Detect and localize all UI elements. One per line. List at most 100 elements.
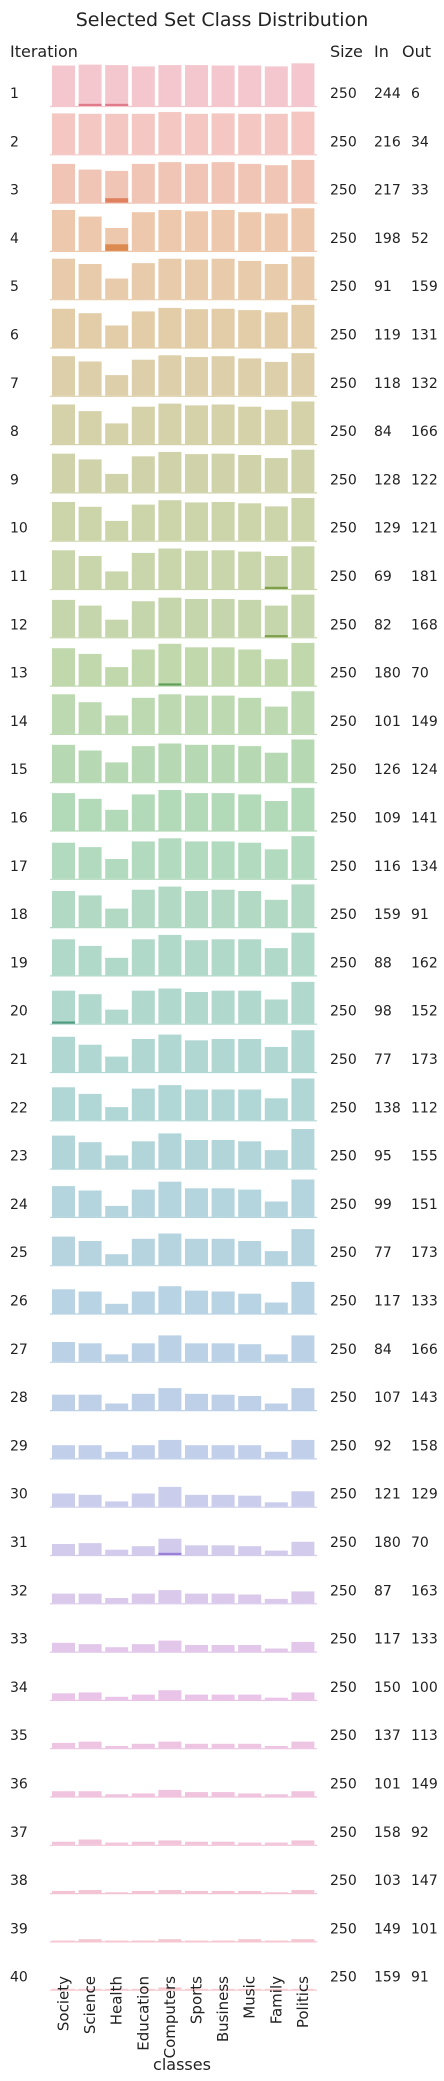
- out-value: 158: [411, 1438, 438, 1454]
- bar: [52, 113, 75, 155]
- bar: [131, 504, 155, 541]
- iteration-row: 34 250 150 100: [10, 1680, 438, 1702]
- iteration-row: 4 250 198 52: [10, 208, 429, 252]
- bar: [52, 550, 75, 589]
- bar: [131, 1189, 155, 1217]
- bar: [291, 1229, 315, 1266]
- bar: [158, 307, 182, 348]
- iteration-row: 32 250 87 163: [10, 1583, 438, 1605]
- size-value: 250: [330, 1149, 357, 1165]
- bar: [238, 939, 262, 976]
- bar: [52, 356, 75, 396]
- bar: [158, 1388, 182, 1411]
- iteration-row: 29 250 92 158: [10, 1438, 438, 1460]
- bar: [78, 506, 102, 541]
- iteration-label: 40: [10, 1970, 28, 1986]
- out-value: 155: [411, 1149, 438, 1165]
- size-value: 250: [330, 859, 357, 875]
- bar: [52, 599, 75, 638]
- bar: [131, 697, 155, 734]
- iteration-row: 35 250 137 113: [10, 1728, 438, 1750]
- bar: [211, 1841, 235, 1845]
- bar: [105, 859, 129, 879]
- bar: [131, 1445, 155, 1459]
- bar: [131, 1694, 155, 1700]
- bar: [78, 113, 102, 155]
- bar: [52, 1593, 75, 1604]
- in-value: 149: [374, 1921, 401, 1937]
- out-value: 163: [411, 1583, 438, 1599]
- bar: [105, 1549, 129, 1555]
- out-value: 173: [411, 1245, 438, 1261]
- bar: [185, 1988, 208, 1990]
- bar: [211, 793, 235, 831]
- bar: [291, 546, 315, 589]
- bar: [264, 1302, 288, 1314]
- iteration-label: 25: [10, 1245, 28, 1261]
- in-value: 101: [374, 1777, 401, 1793]
- bar: [185, 1343, 208, 1362]
- bar: [52, 891, 75, 928]
- bar: [264, 1842, 288, 1845]
- bar: [185, 793, 208, 831]
- bar: [211, 1291, 235, 1314]
- bar: [291, 787, 315, 831]
- out-value: 149: [411, 1777, 438, 1793]
- bar: [52, 1394, 75, 1411]
- bar: [158, 1590, 182, 1604]
- in-value: 121: [374, 1487, 401, 1503]
- bar: [238, 842, 262, 879]
- out-value: 134: [411, 859, 438, 875]
- iteration-label: 2: [10, 134, 19, 150]
- in-value: 119: [374, 328, 401, 344]
- bar: [158, 1741, 182, 1749]
- bar: [131, 163, 155, 203]
- bar: [211, 1743, 235, 1749]
- bar: [238, 1988, 262, 1990]
- in-value: 138: [374, 1100, 401, 1116]
- bar: [238, 212, 262, 251]
- bar: [158, 1538, 182, 1555]
- bar: [291, 1939, 315, 1942]
- out-value: 70: [411, 666, 429, 682]
- bar: [131, 1238, 155, 1266]
- bar: [105, 1647, 129, 1652]
- bar: [291, 1890, 315, 1894]
- bar: [211, 1645, 235, 1652]
- iteration-row: 24 250 99 151: [10, 1179, 438, 1219]
- bar: [211, 1593, 235, 1604]
- size-value: 250: [330, 1100, 357, 1116]
- bar: [158, 451, 182, 493]
- size-value: 250: [330, 1487, 357, 1503]
- bar: [185, 1792, 208, 1797]
- bar: [131, 212, 155, 251]
- iteration-label: 4: [10, 231, 19, 247]
- bar: [211, 1988, 235, 1990]
- size-value: 250: [330, 1680, 357, 1696]
- iteration-label: 34: [10, 1680, 28, 1696]
- iteration-row: 26 250 117 133: [10, 1281, 438, 1315]
- iteration-label: 29: [10, 1438, 28, 1454]
- in-value: 87: [374, 1583, 392, 1599]
- bar: [238, 1694, 262, 1700]
- bar: [131, 552, 155, 589]
- bar: [52, 1791, 75, 1797]
- size-value: 250: [330, 1583, 357, 1599]
- in-value: 116: [374, 859, 401, 875]
- bar: [264, 1098, 288, 1121]
- bar: [105, 1107, 129, 1121]
- bar: [291, 304, 315, 348]
- bar: [52, 163, 75, 203]
- in-value: 91: [374, 279, 392, 295]
- chart-title: Selected Set Class Distribution: [76, 9, 369, 31]
- bar: [185, 695, 208, 734]
- iteration-row: 12 250 82 168: [10, 594, 438, 639]
- in-value: 95: [374, 1149, 392, 1165]
- iteration-label: 11: [10, 569, 28, 585]
- size-value: 250: [330, 907, 357, 923]
- bar: [264, 264, 288, 300]
- bar: [158, 694, 182, 734]
- bar: [185, 113, 208, 155]
- bar: [52, 1940, 75, 1942]
- bar: [105, 1746, 129, 1749]
